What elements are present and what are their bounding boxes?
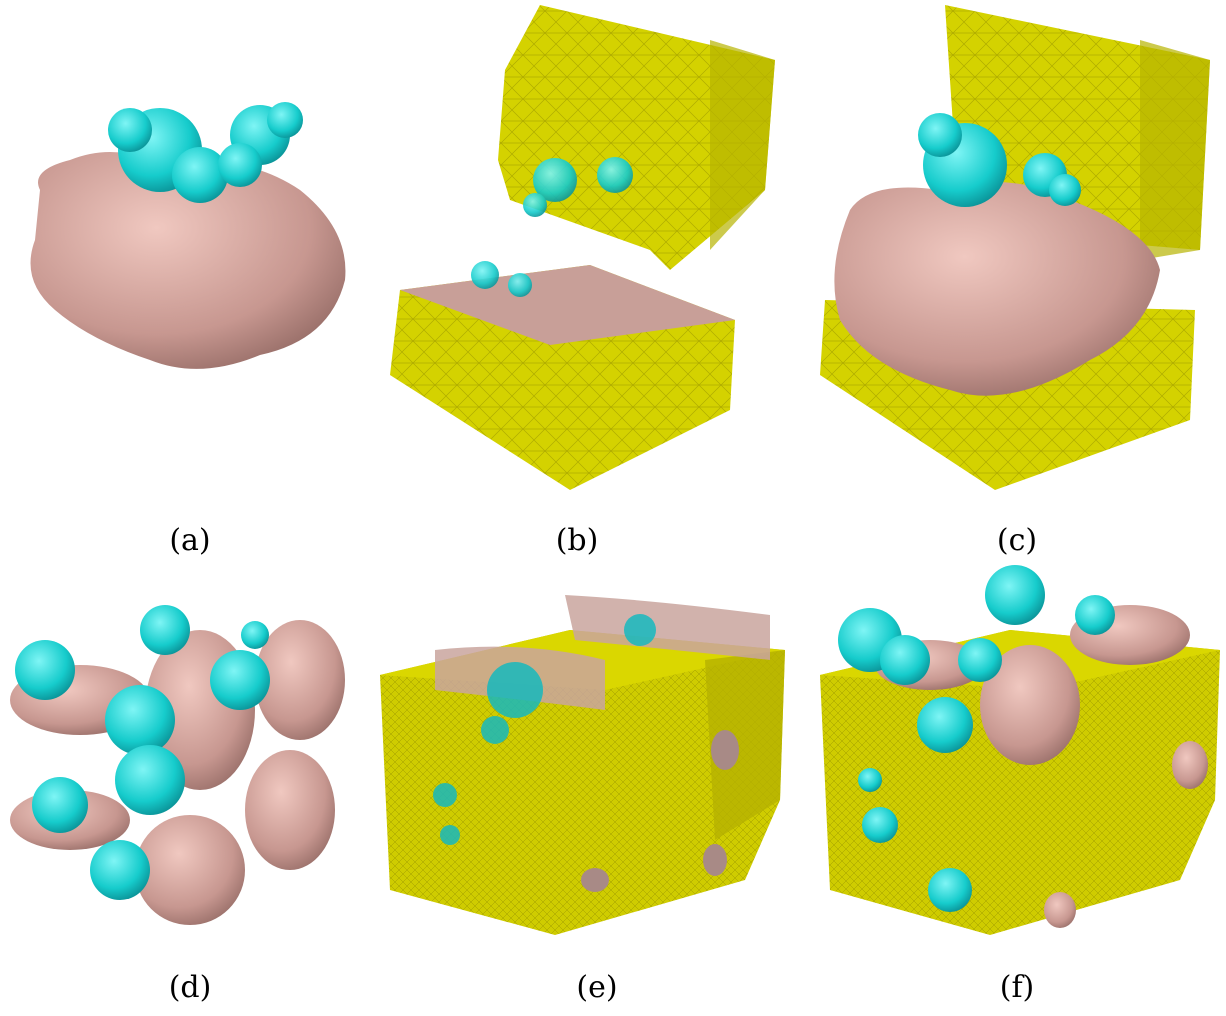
upper-mesh-block [498,5,775,270]
caption-f: (f) [999,970,1035,1005]
panel-a-figure [0,80,380,390]
panel-b-figure [380,0,790,495]
panel-d-figure [0,590,370,950]
mesh-lattice-block [380,630,785,935]
panel-f-figure [810,565,1226,950]
panel-c-figure [810,0,1220,495]
caption-a: (a) [169,523,211,558]
caption-d: (d) [168,970,212,1005]
mesh-lattice-block [820,630,1220,935]
pink-protein-surface [834,182,1160,396]
caption-c: (c) [996,523,1038,558]
caption-e: (e) [576,970,618,1005]
cyan-protein-surface [838,565,1115,912]
cyan-protein-surface [15,605,270,900]
pink-protein-surface [30,152,346,369]
panel-e-figure [375,590,795,950]
cyan-protein-surface [108,102,303,203]
caption-b: (b) [555,523,599,558]
cyan-protein-surface [918,113,1081,207]
